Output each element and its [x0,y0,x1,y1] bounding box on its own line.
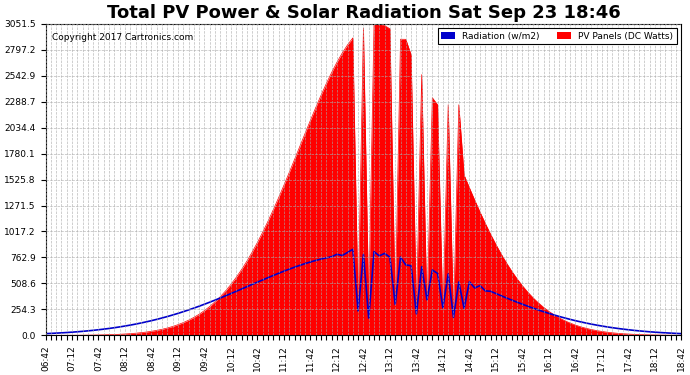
Text: Copyright 2017 Cartronics.com: Copyright 2017 Cartronics.com [52,33,193,42]
Title: Total PV Power & Solar Radiation Sat Sep 23 18:46: Total PV Power & Solar Radiation Sat Sep… [106,4,620,22]
Legend: Radiation (w/m2), PV Panels (DC Watts): Radiation (w/m2), PV Panels (DC Watts) [437,28,677,45]
